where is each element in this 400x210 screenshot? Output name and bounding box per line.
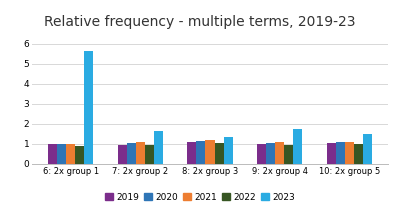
Bar [354,144,363,164]
Bar [257,144,266,164]
Bar [48,144,57,164]
Bar [75,146,84,164]
Bar [326,143,336,164]
Bar [127,143,136,164]
Bar [206,140,214,164]
Bar [136,142,145,164]
Bar [336,142,345,164]
Text: Relative frequency - multiple terms, 2019-23: Relative frequency - multiple terms, 201… [44,15,356,29]
Bar [214,143,224,164]
Bar [345,142,354,164]
Bar [224,137,233,164]
Bar [293,129,302,164]
Bar [118,145,127,164]
Legend: 2019, 2020, 2021, 2022, 2023: 2019, 2020, 2021, 2022, 2023 [104,191,296,203]
Bar [196,141,206,164]
Bar [154,131,163,164]
Bar [275,142,284,164]
Bar [66,144,75,164]
Bar [145,145,154,164]
Bar [187,142,196,164]
Bar [363,134,372,164]
Bar [284,145,293,164]
Bar [266,143,275,164]
Bar [57,144,66,164]
Bar [84,51,94,164]
